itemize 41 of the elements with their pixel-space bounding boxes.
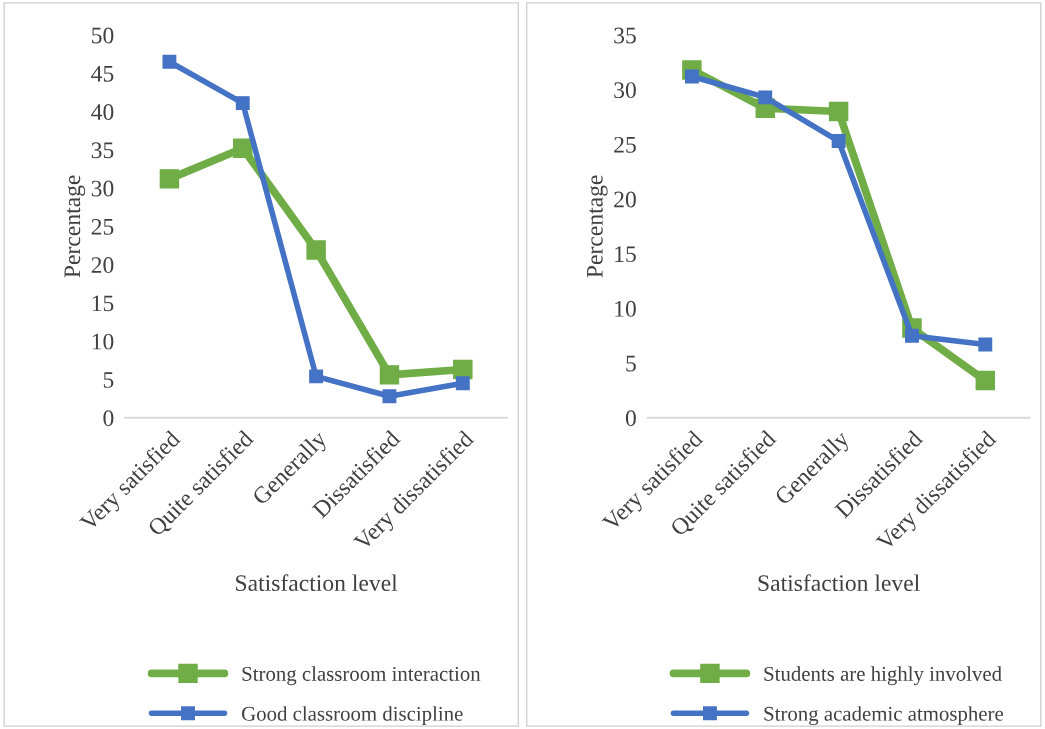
y-tick-label: 10 (615, 300, 636, 317)
y-tick-label: 25 (91, 218, 114, 235)
point (828, 101, 849, 122)
y-tick-label: 30 (614, 82, 636, 99)
point (831, 134, 846, 149)
y-tick-label: 30 (91, 180, 114, 197)
y-tick-label: 15 (92, 295, 114, 312)
legend-label: Strong academic atmosphere (764, 706, 1004, 726)
point (382, 389, 397, 404)
y-tick-label: 35 (614, 27, 636, 44)
point (758, 90, 773, 105)
x-axis-title: Satisfaction level (758, 574, 920, 592)
y-tick-label: 10 (92, 333, 114, 350)
y-axis-title: Percentage (587, 175, 608, 278)
y-tick-label: 0 (625, 410, 636, 427)
y-tick-label: 20 (91, 257, 114, 274)
point (159, 169, 180, 189)
y-tick-label: 20 (614, 191, 636, 208)
y-tick-label: 35 (91, 142, 114, 159)
point (455, 376, 470, 391)
legend-label: Students are highly involved (764, 666, 1002, 686)
y-tick-label: 25 (614, 136, 636, 153)
legend-label: Good classroom discipline (241, 706, 463, 726)
point (306, 240, 326, 260)
y-tick-label: 5 (103, 372, 114, 388)
y-tick-label: 0 (103, 410, 114, 427)
x-axis-title: Satisfaction level (236, 574, 398, 592)
legend-label: Strong classroom interaction (242, 666, 481, 686)
point (379, 365, 400, 385)
point (235, 96, 250, 111)
y-axis-title: Percentage (64, 175, 86, 278)
y-tick-label: 40 (91, 104, 114, 120)
point (309, 369, 324, 384)
y-tick-label: 50 (92, 27, 114, 44)
y-tick-label: 45 (91, 65, 114, 82)
point (975, 370, 996, 391)
point (978, 337, 993, 352)
y-tick-label: 5 (626, 355, 636, 372)
y-tick-label: 15 (615, 246, 636, 263)
point (233, 138, 253, 159)
point (162, 54, 177, 69)
